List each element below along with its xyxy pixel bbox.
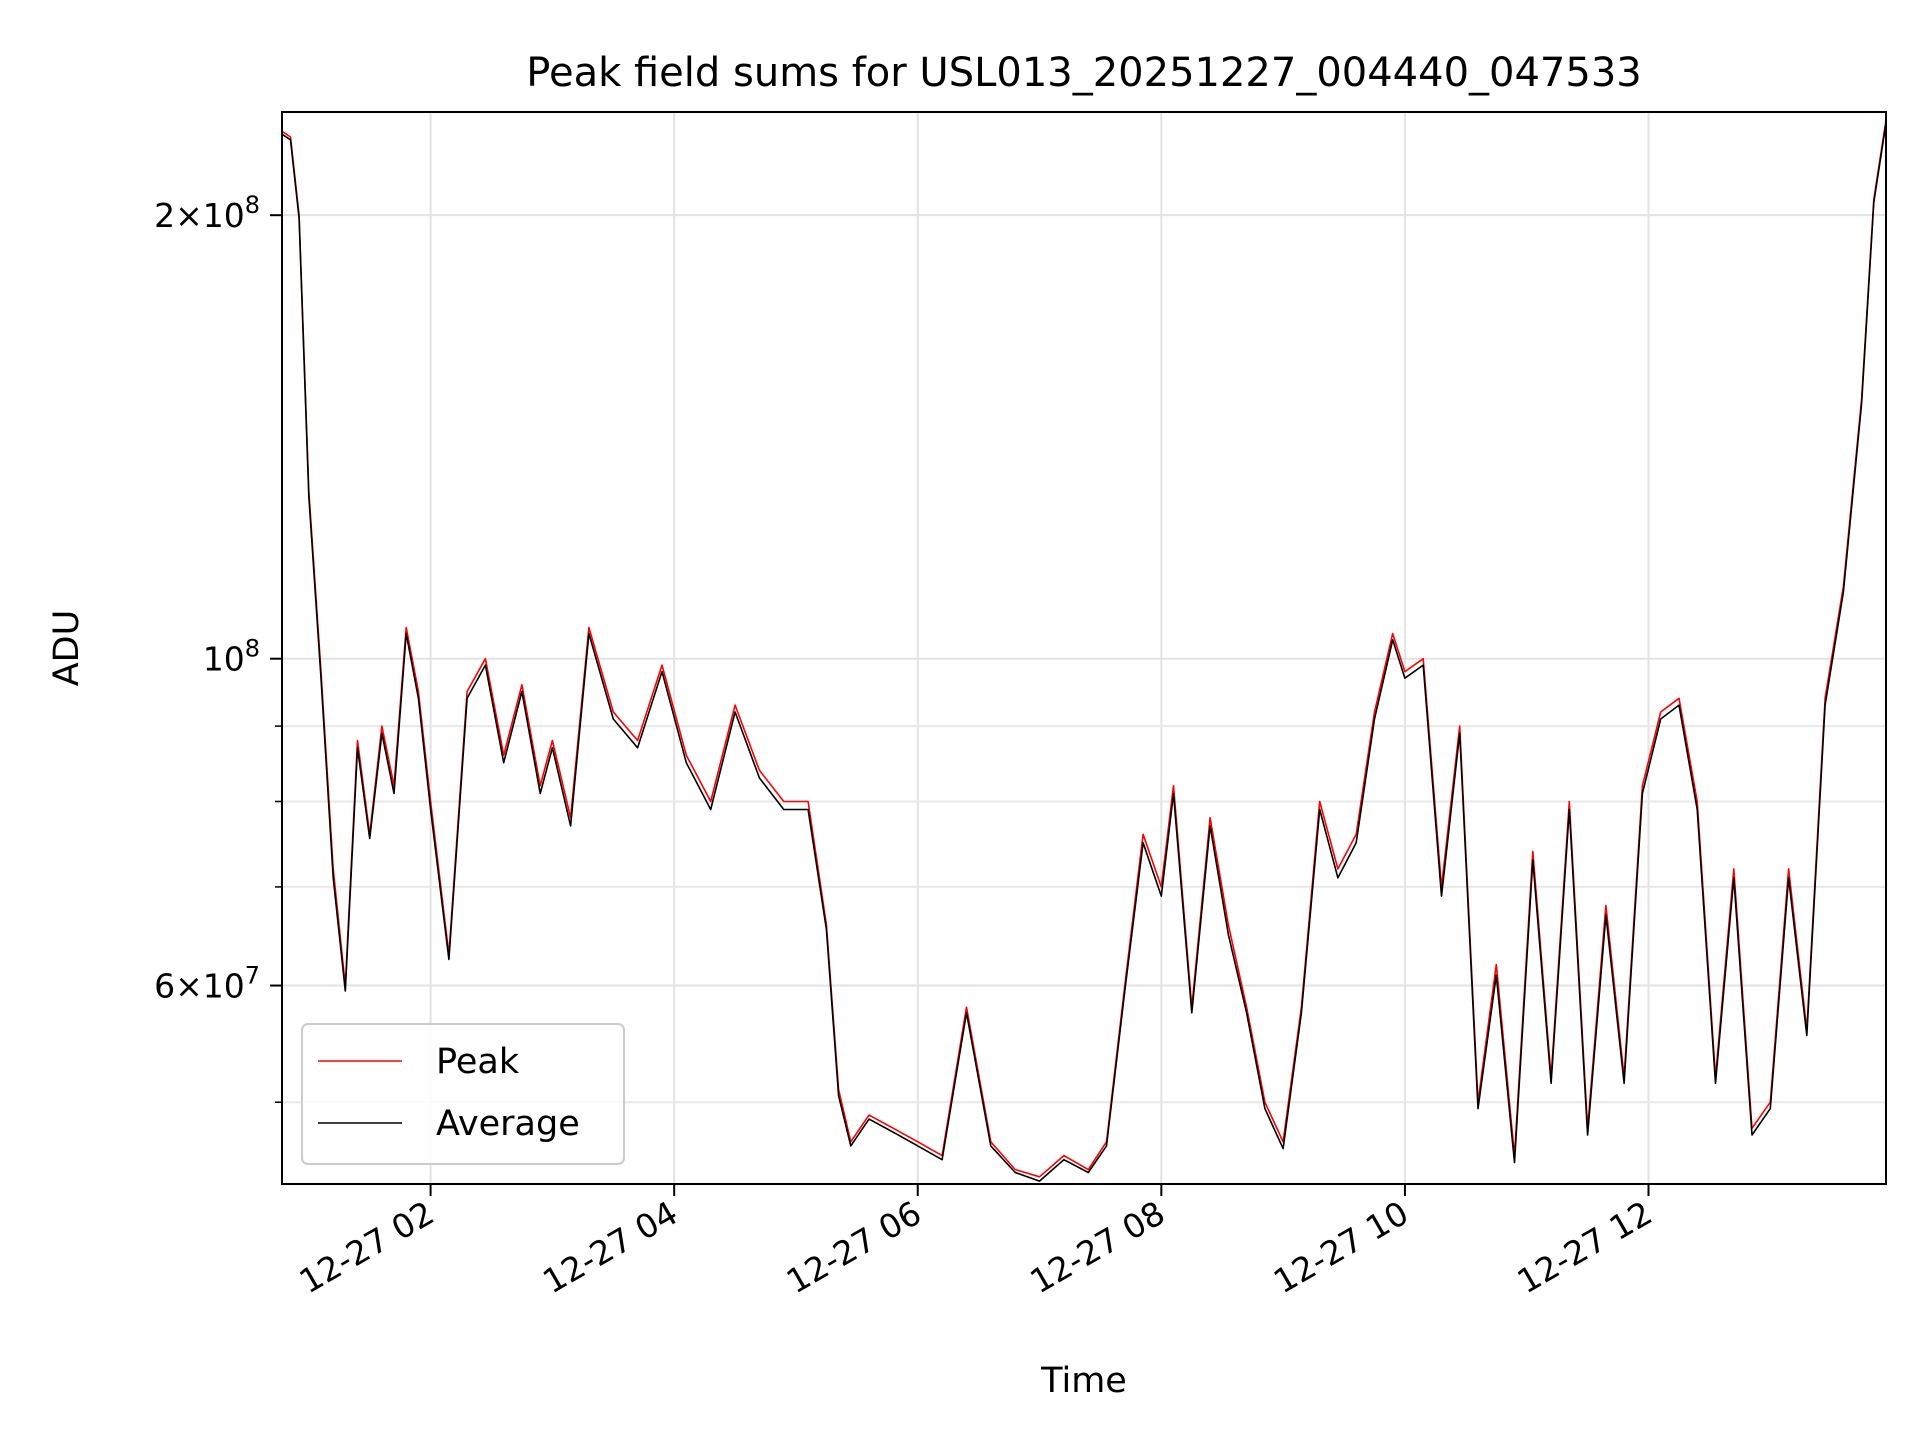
y-axis-label: ADU xyxy=(47,610,87,687)
legend-label-peak: Peak xyxy=(436,1042,520,1082)
y-tick-exponent: 8 xyxy=(245,635,260,663)
y-tick-label: 108 xyxy=(203,635,260,679)
legend: Peak Average xyxy=(301,1023,625,1165)
grid-lines xyxy=(282,112,1886,1184)
y-tick-base: 10 xyxy=(203,640,245,679)
y-tick-exponent: 8 xyxy=(245,191,260,219)
y-tick-base: 2 xyxy=(154,196,175,235)
x-axis-label: Time xyxy=(1040,1361,1127,1401)
series-line-average xyxy=(281,122,1887,1182)
legend-label-average: Average xyxy=(436,1104,580,1144)
chart-title: Peak field sums for USL013_20251227_0044… xyxy=(526,50,1641,96)
y-tick-times: ×10 xyxy=(175,967,245,1006)
y-tick-exponent: 7 xyxy=(245,962,260,990)
legend-box xyxy=(301,1023,625,1165)
y-tick-label: 6×107 xyxy=(154,962,260,1006)
series-group xyxy=(281,120,1887,1182)
plot-frame xyxy=(281,111,1887,1185)
y-tick-base: 6 xyxy=(154,967,175,1006)
plot-area xyxy=(282,112,1886,1184)
y-tick-label: 2×108 xyxy=(154,191,260,235)
y-tick-times: ×10 xyxy=(175,196,245,235)
